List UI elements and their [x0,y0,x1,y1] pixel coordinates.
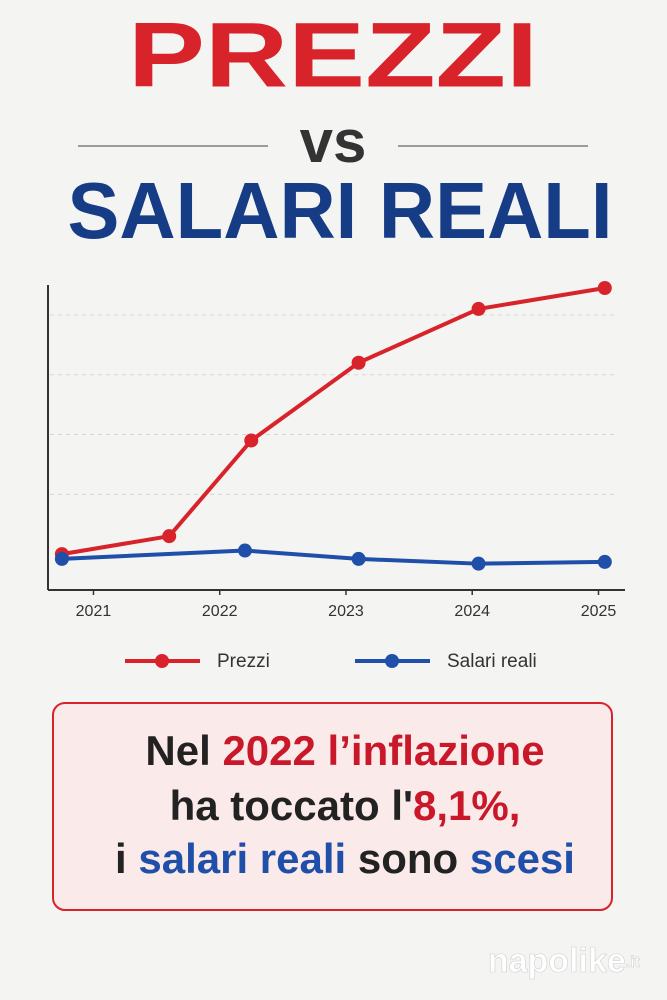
x-tick-label: 2022 [202,603,238,620]
x-tick-label: 2025 [581,603,617,620]
data-point [597,554,612,569]
data-point [351,355,366,370]
watermark: napolike.it [488,942,641,980]
data-point [351,551,366,566]
message-segment: ha toccato l' [170,782,413,829]
x-tick-label: 2024 [454,603,490,620]
message-segment: scesi [470,835,575,882]
message: Nel 2022 l’inflazione ha toccato l'8,1%, i… [115,727,575,882]
message-box [52,702,613,911]
data-point [237,543,252,558]
message-line: Nel 2022 l’inflazione [145,727,544,774]
data-point [244,433,259,448]
data-point [471,301,486,316]
data-point [471,556,486,571]
legend-marker [385,654,399,668]
message-segment: i [115,835,138,882]
title-mid: vs [300,108,367,175]
title-bottom: SALARI REALI [68,166,613,255]
message-line: i salari reali sono scesi [115,835,575,882]
plot: 2021 2022 2023 2024 2025 [47,280,625,620]
data-point [597,280,612,295]
message-segment: sono [346,835,470,882]
brand: napolike [488,942,626,980]
brand-suffix: .it [626,954,641,971]
legend-label: Prezzi [217,651,270,672]
data-point [162,529,177,544]
series-line [61,286,606,557]
message-line: ha toccato l'8,1%, [170,782,521,829]
legend: Prezzi Salari reali [125,651,537,672]
series-line [61,548,605,566]
message-segment: salari reali [138,835,346,882]
x-tick-label: 2023 [328,603,364,620]
x-tick-label: 2021 [76,603,112,620]
legend-marker [155,654,169,668]
message-segment: 2022 [222,727,315,774]
message-segment: Nel [145,727,222,774]
data-point [54,551,69,566]
legend-label: Salari reali [447,651,537,672]
message-segment: 8,1%, [413,782,520,829]
title-top: PREZZI [128,4,538,106]
message-segment: l’inflazione [316,727,545,774]
